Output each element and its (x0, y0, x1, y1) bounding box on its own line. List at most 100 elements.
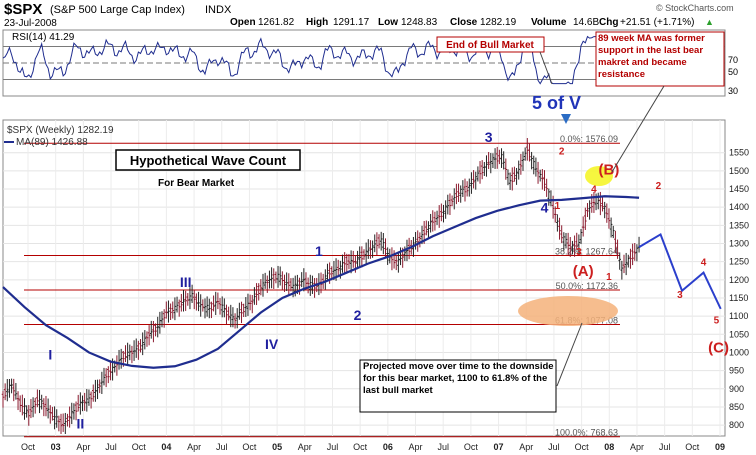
chg-label: Chg (599, 17, 618, 28)
y-tick-label: 1550 (729, 148, 749, 158)
y-tick-label: 850 (729, 402, 744, 412)
x-tick-label: Jul (548, 442, 560, 452)
x-tick-label: 06 (383, 442, 393, 452)
y-tick-label: 1000 (729, 347, 749, 357)
y-tick-label: 1250 (729, 257, 749, 267)
chg-up-icon: ▲ (705, 17, 714, 27)
x-tick-label: Apr (76, 442, 90, 452)
ma-note-pointer (611, 85, 665, 173)
projection-note-box (359, 359, 557, 413)
ma-89-line (2, 195, 640, 369)
y-tick-label: 950 (729, 366, 744, 376)
open-label: Open (230, 17, 256, 28)
x-tick-label: 04 (161, 442, 171, 452)
wave-label: III (180, 274, 192, 290)
title-box (115, 149, 301, 171)
y-tick-label: 1450 (729, 184, 749, 194)
fib-label: 38.2%: 1267.64 (555, 246, 618, 256)
rsi-line (2, 35, 640, 85)
wave-label: II (76, 416, 84, 432)
y-tick-label: 1350 (729, 220, 749, 230)
y-tick-label: 1500 (729, 166, 749, 176)
high-value: 1291.17 (333, 17, 370, 28)
five-of-v-label: 5 of V (532, 93, 581, 113)
x-axis-ticks: Oct 03 Apr Jul Oct 04 Apr Jul Oct 05 Apr Jul Oct 06 Ap… (21, 442, 725, 452)
x-tick-label: Oct (353, 442, 368, 452)
x-tick-label: Jul (327, 442, 339, 452)
price-bars (1, 138, 641, 435)
x-tick-label: Apr (409, 442, 423, 452)
x-tick-label: Apr (298, 442, 312, 452)
y-tick-label: 1050 (729, 329, 749, 339)
ma-note-wrapper: 89 week MA was former support in the las… (598, 33, 705, 80)
index-name: (S&P 500 Large Cap Index) (50, 4, 185, 16)
symbol-label: $SPX (4, 1, 42, 18)
exchange-label: INDX (205, 4, 232, 16)
wave-label: 2 (354, 307, 362, 323)
x-tick-label: Jul (216, 442, 228, 452)
watermark: © StockCharts.com (656, 3, 734, 13)
wave-label: 2 (559, 147, 565, 158)
fib-label: 0.0%: 1576.09 (560, 134, 618, 144)
x-tick-label: 05 (272, 442, 282, 452)
legend-price: $SPX (Weekly) 1282.19 (7, 125, 114, 136)
high-label: High (306, 17, 328, 28)
wave-label: 3 (485, 129, 493, 145)
volume-label: Volume (531, 17, 567, 28)
close-label: Close (450, 17, 478, 28)
wave-label: 4 (591, 185, 597, 196)
close-value: 1282.19 (480, 17, 517, 28)
date-label: 23-Jul-2008 (4, 18, 57, 29)
rsi-label: RSI(14) 41.29 (12, 32, 75, 43)
y-tick-label: 800 (729, 420, 744, 430)
x-tick-label: Apr (630, 442, 644, 452)
wave-label: (A) (573, 263, 594, 280)
y-tick-label: 1150 (729, 293, 748, 303)
wave-label: IV (265, 336, 279, 352)
fib-label: 50.0%: 1172.36 (556, 281, 618, 291)
open-value: 1261.82 (258, 17, 295, 28)
wave-label: (B) (599, 161, 620, 178)
ma-resistance-highlight (585, 166, 613, 186)
rsi-tick-50: 50 (728, 67, 738, 77)
bull-end-text: End of Bull Market (446, 40, 534, 51)
bull-end-box (436, 36, 545, 53)
ma-note-box (595, 31, 725, 87)
wave-label: 5 (714, 315, 720, 326)
x-tick-label: Oct (21, 442, 36, 452)
down-arrow-icon (561, 114, 571, 124)
projection-note-text: Projected move over time to the downside… (363, 361, 554, 396)
x-tick-label: Apr (519, 442, 533, 452)
x-tick-label: 07 (494, 442, 504, 452)
y-tick-label: 1200 (729, 275, 749, 285)
x-tick-label: 03 (51, 442, 61, 452)
wave-label: 1 (606, 272, 612, 283)
wave-label: 1 (315, 243, 323, 259)
rsi-tick-70: 70 (728, 55, 738, 65)
low-label: Low (378, 17, 398, 28)
projection-note-wrapper: Projected move over time to the downside… (363, 361, 554, 396)
chg-value: +21.51 (+1.71%) (620, 17, 695, 28)
x-tick-label: Jul (659, 442, 671, 452)
wave-label: 4 (701, 257, 707, 268)
low-value: 1248.83 (401, 17, 438, 28)
x-tick-label: Oct (242, 442, 257, 452)
fib-label: 100.0%: 768.63 (555, 428, 618, 438)
price-y-ticks: 800 850 900 950 1000 1050 1100 1150 1200 1250 1300… (729, 148, 749, 430)
ma-note-text: 89 week MA was former support in the las… (598, 33, 705, 80)
x-tick-label: Apr (187, 442, 201, 452)
x-tick-label: Oct (575, 442, 590, 452)
x-tick-label: Oct (464, 442, 479, 452)
wave-label: 1 (555, 201, 561, 212)
bull-end-pointer (539, 51, 553, 85)
wave-label: 3 (677, 290, 683, 301)
y-tick-label: 900 (729, 384, 744, 394)
wave-label: I (48, 347, 52, 363)
x-tick-label: Oct (685, 442, 700, 452)
y-tick-label: 1400 (729, 202, 749, 212)
x-tick-label: 09 (715, 442, 725, 452)
title-box-text: Hypothetical Wave Count (130, 153, 287, 168)
wave-label: 4 (541, 200, 549, 216)
